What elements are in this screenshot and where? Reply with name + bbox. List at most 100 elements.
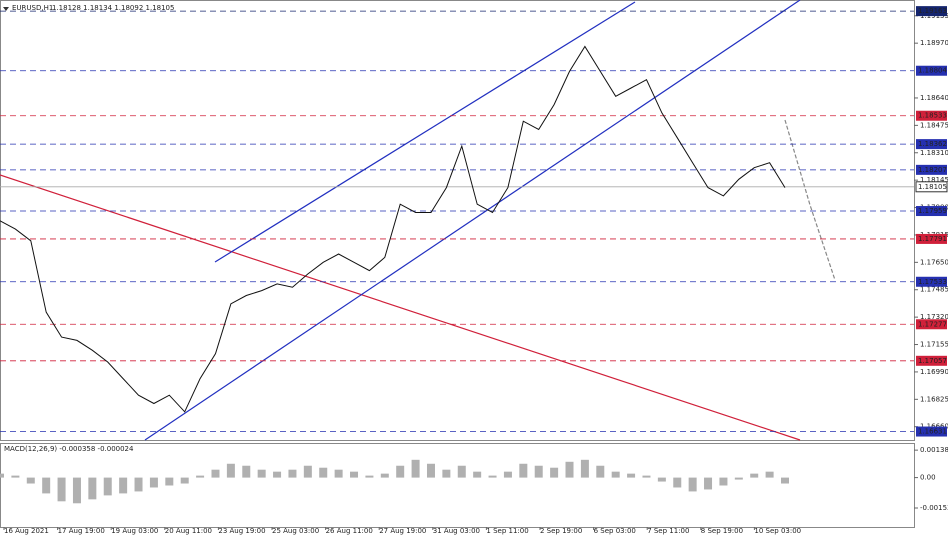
x-tick-label: 17 Aug 19:00 — [58, 527, 105, 535]
macd-bar — [642, 475, 651, 478]
macd-bar — [411, 459, 420, 478]
level-label: 1.17533 — [918, 278, 947, 286]
level-label: 1.17057 — [918, 357, 947, 365]
macd-bar — [734, 477, 743, 480]
macd-bar — [519, 463, 528, 478]
macd-bar — [72, 477, 81, 504]
x-tick-label: 26 Aug 11:00 — [326, 527, 373, 535]
macd-bar — [704, 477, 713, 490]
channel-line — [144, 0, 801, 441]
y-tick-label: 1.18970 — [920, 39, 948, 47]
level-tag — [916, 319, 947, 330]
main-panel — [0, 0, 915, 441]
macd-bar — [580, 459, 589, 478]
macd-bar — [26, 477, 35, 484]
drawings — [0, 0, 836, 441]
level-label: 1.17959 — [918, 207, 947, 215]
macd-bar — [396, 465, 405, 478]
macd-bar — [273, 471, 282, 478]
macd-bar — [657, 477, 666, 482]
macd-bar — [334, 469, 343, 478]
macd-bar — [119, 477, 128, 494]
macd-tick-label: 0.00 — [920, 474, 936, 482]
x-tick-label: 25 Aug 03:00 — [272, 527, 319, 535]
x-tick-label: 31 Aug 03:00 — [433, 527, 480, 535]
macd-bar — [242, 465, 251, 478]
macd-bar — [319, 467, 328, 478]
forecast-arrow — [784, 119, 836, 281]
level-tag — [916, 139, 947, 150]
x-tick-label: 1 Sep 11:00 — [486, 527, 528, 535]
macd-bar — [719, 477, 728, 486]
macd-bar — [488, 475, 497, 478]
y-tick-label: 1.18310 — [920, 149, 948, 157]
macd-bar — [103, 477, 112, 496]
level-tag — [916, 355, 947, 366]
macd-bar — [380, 473, 389, 478]
menu-arrow[interactable] — [3, 7, 9, 11]
macd-bar — [11, 475, 20, 478]
macd-bar — [673, 477, 682, 488]
macd-bar — [211, 469, 220, 478]
macd-bar — [226, 463, 235, 478]
macd-bar — [765, 471, 774, 478]
macd-bar — [196, 475, 205, 478]
y-tick-label: 1.17320 — [920, 313, 948, 321]
y-tick-label: 1.17650 — [920, 258, 948, 266]
level-label: 1.16631 — [918, 428, 947, 436]
y-tick-label: 1.18640 — [920, 94, 948, 102]
level-label: 1.18362 — [918, 140, 947, 148]
level-tag — [916, 233, 947, 244]
level-label: 1.18207 — [918, 166, 947, 174]
x-tick-label: 8 Sep 19:00 — [701, 527, 743, 535]
level-label: 1.17277 — [918, 320, 947, 328]
macd-bar — [365, 475, 374, 478]
macd-bar — [134, 477, 143, 492]
y-tick-label: 1.17485 — [920, 286, 948, 294]
ohlc: 1.18128 1.18134 1.18092 1.18105 — [52, 4, 174, 12]
level-label: 1.18804 — [918, 67, 947, 75]
y-tick-label: 1.18145 — [920, 176, 948, 184]
x-tick-label: 16 Aug 2021 — [4, 527, 49, 535]
level-label: 1.18533 — [918, 112, 947, 120]
macd-bar — [0, 473, 4, 478]
macd-bar — [627, 473, 636, 478]
x-tick-label: 20 Aug 11:00 — [165, 527, 212, 535]
macd-panel — [0, 443, 915, 528]
level-tag — [916, 110, 947, 121]
macd-bar — [303, 465, 312, 478]
level-tag — [916, 6, 947, 17]
symbol-title: EURUSD,H1 — [12, 4, 53, 12]
level-tag — [916, 65, 947, 76]
level-tag — [915, 181, 948, 193]
macd-bar — [550, 467, 559, 478]
macd-bar — [149, 477, 158, 488]
y-tick-label: 1.17155 — [920, 341, 948, 349]
macd-bar — [42, 477, 51, 494]
y-tick-label: 1.16825 — [920, 395, 948, 403]
x-tick-label: 27 Aug 19:00 — [379, 527, 426, 535]
macd-bar — [781, 477, 789, 484]
macd-bar — [473, 471, 482, 478]
level-label: 1.19163 — [918, 7, 947, 15]
macd-bar — [596, 465, 605, 478]
macd-bar — [442, 469, 451, 478]
x-tick-label: 6 Sep 03:00 — [594, 527, 636, 535]
macd-tick-label: -0.001539 — [920, 504, 948, 512]
x-tick-label: 2 Sep 19:00 — [540, 527, 582, 535]
macd-bar — [426, 463, 435, 478]
level-tag — [916, 206, 947, 217]
macd-bar — [611, 471, 620, 478]
level-label: 1.17791 — [918, 235, 947, 243]
level-tag — [916, 276, 947, 287]
macd-bar — [503, 471, 512, 478]
macd-bar — [57, 477, 66, 502]
macd-bar — [165, 477, 174, 486]
x-tick-label: 23 Aug 19:00 — [218, 527, 265, 535]
macd-title: MACD(12,26,9) -0.000358 -0.000024 — [4, 445, 134, 453]
level-tag — [916, 164, 947, 175]
macd-bar — [180, 477, 189, 484]
macd-bar — [288, 469, 297, 478]
